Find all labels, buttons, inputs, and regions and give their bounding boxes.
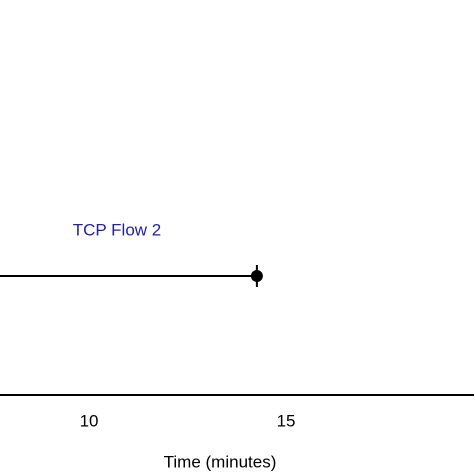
x-tick-label: 15 (277, 411, 296, 430)
end-marker (250, 270, 263, 282)
x-tick-label: 10 (80, 411, 99, 430)
x-axis-label: Time (minutes) (164, 452, 277, 471)
series-label: TCP Flow 2 (73, 220, 162, 239)
